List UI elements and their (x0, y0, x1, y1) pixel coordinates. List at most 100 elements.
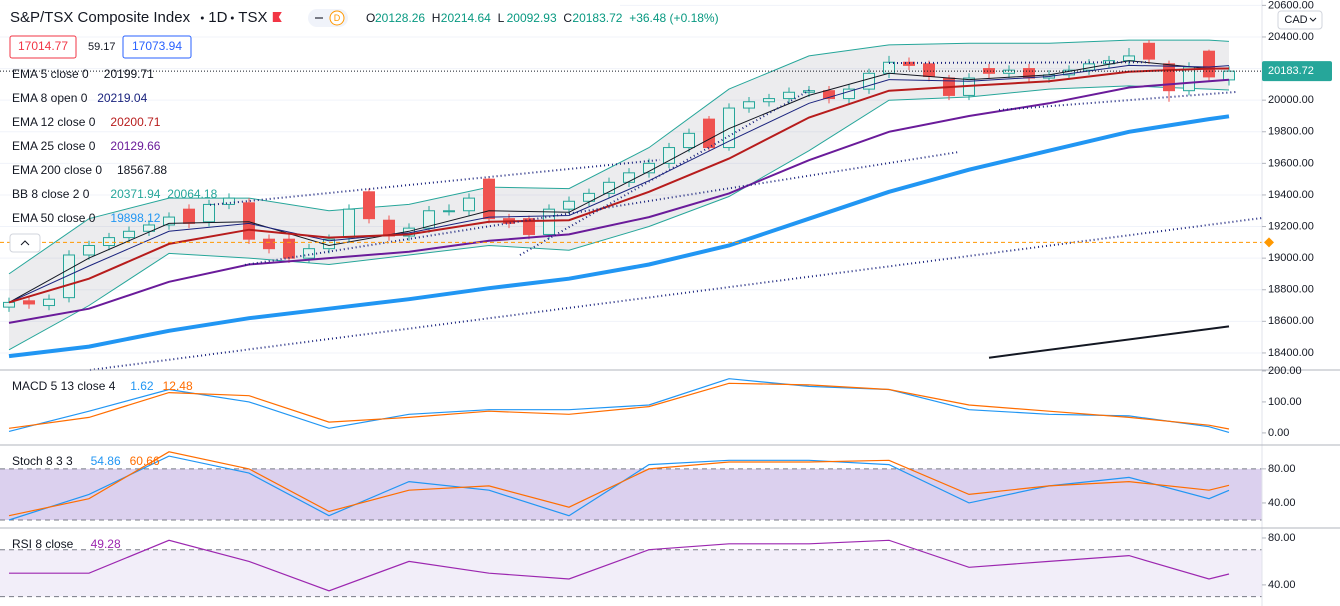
pane-title: RSI 8 close (12, 537, 74, 551)
pane-title: MACD 5 13 close 4 (12, 379, 116, 393)
candle-body (483, 178, 495, 220)
chart-title: S&P/TSX Composite Index (10, 9, 191, 26)
indicator-line (8, 451, 1230, 517)
legend-value: 20219.04 (97, 91, 147, 105)
trendline (209, 158, 661, 206)
price-box (9, 35, 77, 59)
y-tick-label: 18600.00 (1268, 315, 1314, 327)
legend-name: EMA 5 close 0 (12, 67, 89, 81)
y-tick-label: 40.00 (1268, 579, 1296, 591)
price-box-value: 17014.77 (18, 39, 68, 53)
candle-body (83, 245, 95, 256)
ema-line (8, 78, 1230, 324)
ohlc-value: 20128.26 (375, 11, 425, 25)
legend-value: 20200.71 (110, 115, 160, 129)
change: +36.48 (+0.18%) (629, 11, 718, 25)
candle-body (563, 200, 575, 210)
candle-body (723, 107, 735, 149)
y-tick-label: 19800.00 (1268, 126, 1314, 138)
price-box-value: 17073.94 (132, 39, 182, 53)
candle-body (763, 98, 775, 103)
band-fill (9, 40, 1229, 350)
y-tick-label: 20000.00 (1268, 94, 1314, 106)
currency-box[interactable] (1277, 10, 1323, 30)
candle-body (443, 210, 455, 213)
candle-body (883, 61, 895, 74)
candle-body (263, 238, 275, 250)
legend-name: EMA 200 close 0 (12, 163, 102, 177)
last-price-label: 20183.72 (1268, 65, 1314, 77)
candle-body (3, 301, 15, 308)
ohlc-label: C (563, 11, 572, 25)
y-tick-label: 20400.00 (1268, 31, 1314, 43)
candle-body (603, 181, 615, 194)
y-tick-label: 80.00 (1268, 532, 1296, 544)
trendline (244, 151, 960, 266)
candle-body (243, 202, 255, 240)
y-tick-label: 200.00 (1268, 365, 1302, 377)
ohlc-value: 20092.93 (507, 11, 557, 25)
candle-body (1163, 63, 1175, 92)
legend-value: 18567.88 (117, 163, 167, 177)
flag-icon (272, 12, 282, 22)
y-tick-label: 100.00 (1268, 396, 1302, 408)
candle-body (43, 298, 55, 307)
candle-body (143, 224, 155, 232)
badge-circle (329, 10, 345, 26)
ohlc-value: 20183.72 (572, 11, 622, 25)
legend-name: BB 8 close 2 0 (12, 187, 90, 201)
y-tick-label: 19200.00 (1268, 220, 1314, 232)
band-fill (0, 549, 1262, 597)
candle-body (623, 172, 635, 183)
candle-body (703, 118, 715, 149)
plot-layer: EMA 5 close 0 20199.71 EMA 8 open 0 20219.0… (0, 4, 1263, 598)
candle-body (823, 90, 835, 100)
candle-body (1003, 69, 1015, 74)
badge: D (334, 13, 341, 23)
y-tick-label: 0.00 (1268, 427, 1289, 439)
candle-body (983, 68, 995, 74)
y-tick-label: 19600.00 (1268, 157, 1314, 169)
ohlc-label: H (432, 11, 441, 25)
legend-value: 12.48 (163, 379, 193, 393)
separator-dot (230, 16, 234, 20)
collapse-button[interactable] (9, 233, 41, 253)
y-tick-label: 20600.00 (1268, 0, 1314, 11)
candle-body (743, 101, 755, 109)
legend-value: 19898.12 (110, 211, 160, 225)
candle-body (523, 218, 535, 235)
last-price-box (1262, 61, 1332, 82)
legend-value: 49.28 (91, 537, 121, 551)
band-lower (8, 85, 1230, 351)
legend-name: EMA 50 close 0 (12, 211, 96, 225)
indicator-line (8, 455, 1230, 521)
y-tick-label: 19400.00 (1268, 189, 1314, 201)
ohlc-label: L (498, 11, 505, 25)
legend-name: EMA 12 close 0 (12, 115, 96, 129)
price-box (122, 35, 192, 59)
legend-value: 54.86 (91, 454, 121, 468)
y-tick-label: 19000.00 (1268, 252, 1314, 264)
candle-body (1183, 66, 1195, 92)
candle-body (1223, 70, 1235, 81)
candle-body (123, 230, 135, 239)
separator-dot (200, 16, 204, 20)
candle-body (363, 191, 375, 220)
legend-value: 20371.94 (110, 187, 160, 201)
ema-line (8, 114, 1230, 359)
legend-value: 1.62 (130, 379, 154, 393)
candle-body (423, 210, 435, 229)
candle-body (63, 254, 75, 299)
collapse-icon (20, 240, 30, 246)
y-tick-label: 18800.00 (1268, 284, 1314, 296)
ohlc-label: O (366, 11, 375, 25)
candle-body (1123, 55, 1135, 62)
alert-marker (1264, 237, 1274, 248)
legend-name: EMA 25 close 0 (12, 139, 96, 153)
indicator-line (8, 382, 1230, 430)
interval: 1D (208, 9, 227, 26)
candle-body (543, 208, 555, 235)
y-tick-label: 80.00 (1268, 463, 1296, 475)
